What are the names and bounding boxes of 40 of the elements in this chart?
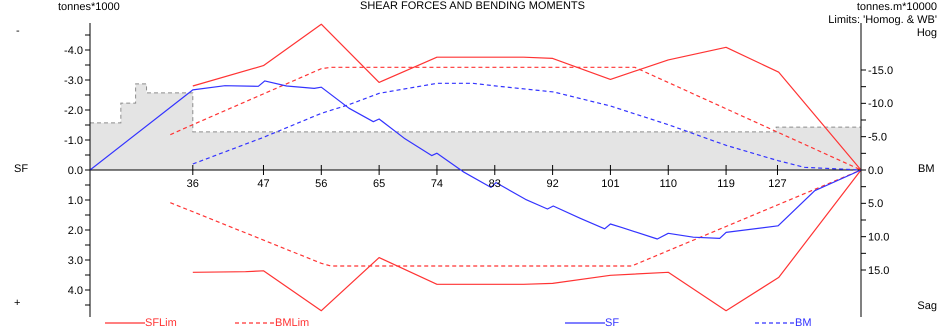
y-tick-label: 4.0: [68, 284, 83, 297]
y-tick-label: -4.0: [64, 44, 83, 57]
legend-label: BM: [795, 317, 812, 329]
x-tick-label: 119: [717, 178, 735, 190]
text: Hog: [916, 27, 937, 39]
y-tick-label: 1.0: [68, 194, 83, 207]
x-tick-label: 110: [659, 178, 678, 190]
y-tick-label: 3.0: [68, 254, 83, 267]
y-tick-label: -3.0: [64, 74, 83, 87]
text: -: [16, 25, 20, 37]
y2-tick-label: 10.0: [868, 232, 890, 244]
x-tick-label: 36: [186, 178, 199, 190]
text: tonnes.m*10000: [856, 1, 937, 13]
x-tick-label: 101: [601, 178, 620, 190]
x-tick-label: 65: [373, 178, 386, 190]
text: +: [14, 297, 20, 309]
x-tick-label: 92: [546, 178, 559, 190]
y-tick-label: -2.0: [64, 104, 83, 117]
x-tick-label: 74: [430, 178, 444, 190]
y-axis-title: SF: [14, 163, 28, 175]
legend-label: SFLim: [145, 317, 177, 329]
x-tick-label: 56: [315, 178, 328, 190]
legend-label: SF: [605, 317, 620, 329]
y2-tick-label: -10.0: [868, 98, 894, 110]
y2-axis-title: BM: [918, 163, 934, 175]
chart-title: SHEAR FORCES AND BENDING MOMENTS: [360, 0, 585, 12]
y2-tick-label: 15.0: [868, 264, 890, 277]
y2-tick-label: -5.0: [868, 132, 887, 144]
text: tonnes*1000: [58, 1, 120, 13]
y-tick-label: 0.0: [68, 164, 83, 177]
x-tick-label: 127: [768, 178, 787, 190]
y2-tick-label: -15.0: [868, 64, 894, 77]
y-tick-label: 2.0: [68, 224, 83, 237]
y2-tick-label: 5.0: [868, 198, 884, 210]
annotation: Limits: 'Homog. & WB': [828, 14, 937, 26]
y2-tick-label: 0.0: [868, 164, 884, 177]
text: Sag: [917, 300, 937, 312]
x-tick-label: 47: [257, 178, 270, 190]
legend-label: BMLim: [275, 317, 310, 329]
y-tick-label: -1.0: [64, 134, 83, 147]
